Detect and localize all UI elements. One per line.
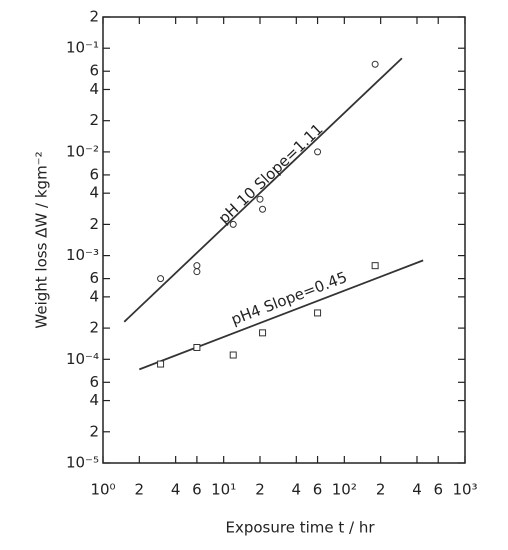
x-tick-label: 2 [376, 481, 386, 499]
y-tick-label: 4 [89, 184, 99, 202]
point [229, 351, 237, 359]
y-tick-label: 6 [89, 62, 99, 80]
point [314, 309, 322, 317]
x-tick-label: 2 [255, 481, 265, 499]
fit-line [139, 259, 424, 371]
x-tick-label: 6 [192, 481, 202, 499]
point [193, 262, 201, 270]
y-tick-label: 2 [89, 422, 99, 440]
x-axis-label: Exposure time t / hr [225, 519, 375, 537]
y-tick-label: 10⁻³ [66, 246, 99, 264]
y-tick-label: 10⁻¹ [66, 39, 99, 57]
x-tick-label: 10¹ [211, 481, 236, 499]
x-tick-label: 4 [292, 481, 302, 499]
x-tick-label: 10³ [452, 481, 477, 499]
point [229, 220, 237, 228]
y-tick-label: 10⁻² [66, 142, 99, 160]
y-tick-label: 4 [89, 287, 99, 305]
y-axis-label: Weight loss ΔW / kgm⁻² [33, 151, 51, 328]
x-tick-label: 2 [135, 481, 145, 499]
point [193, 343, 201, 351]
y-tick-label: 6 [89, 165, 99, 183]
y-tick-label: 6 [89, 269, 99, 287]
y-tick-label: 2 [89, 111, 99, 129]
fit-line [123, 57, 403, 323]
point [371, 262, 379, 270]
point [256, 195, 264, 203]
y-tick-label: 10⁻⁵ [66, 454, 99, 472]
point [157, 360, 165, 368]
x-tick-label: 10⁰ [90, 481, 115, 499]
annotation: pH 10 Slope=1.11 [215, 120, 327, 227]
x-tick-label: 4 [412, 481, 422, 499]
x-tick-label: 10² [332, 481, 357, 499]
point [259, 329, 267, 337]
point [157, 275, 165, 283]
point [259, 205, 267, 213]
x-tick-label: 4 [171, 481, 181, 499]
y-tick-label: 4 [89, 80, 99, 98]
point [371, 60, 379, 68]
y-tick-label: 2 [89, 319, 99, 337]
y-tick-label: 4 [89, 391, 99, 409]
y-tick-label: 2 [89, 8, 99, 26]
y-tick-label: 2 [89, 215, 99, 233]
x-tick-label: 6 [433, 481, 443, 499]
point [314, 148, 322, 156]
x-tick-label: 6 [313, 481, 323, 499]
point [193, 268, 201, 276]
plot-frame [102, 16, 466, 464]
y-tick-label: 6 [89, 373, 99, 391]
y-tick-label: 10⁻⁴ [66, 350, 99, 368]
annotation: pH4 Slope=0.45 [229, 268, 350, 329]
